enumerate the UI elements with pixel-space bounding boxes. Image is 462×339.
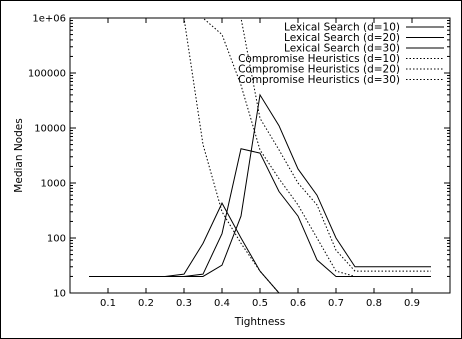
y-tick-label: 1000 <box>41 179 66 190</box>
y-tick-label: 100000 <box>28 69 66 80</box>
plot-axes: 0.1 0.2 0.3 0.4 0.5 0.6 0.7 0.8 0.9 10 100 1000 1000… <box>28 14 451 309</box>
x-tick-label: 0.3 <box>176 298 192 309</box>
y-tick-label: 10 <box>53 289 66 300</box>
legend-label: Lexical Search (d=10) <box>284 22 400 34</box>
y-tick-label: 100 <box>47 234 66 245</box>
legend-label: Compromise Heuristics (d=10) <box>238 53 400 65</box>
y-tick-label: 10000 <box>34 124 66 135</box>
legend: Lexical Search (d=10)Lexical Search (d=2… <box>238 22 444 86</box>
y-axis-label: Median Nodes <box>13 118 25 192</box>
x-tick-label: 0.2 <box>138 298 154 309</box>
legend-label: Lexical Search (d=20) <box>284 32 400 44</box>
x-tick-label: 0.9 <box>404 298 420 309</box>
x-tick-label: 0.5 <box>252 298 268 309</box>
x-tick-label: 0.1 <box>100 298 116 309</box>
series-line-2 <box>89 148 431 277</box>
series-line-3 <box>89 93 431 277</box>
legend-label: Compromise Heuristics (d=20) <box>238 64 400 76</box>
x-axis-label: Tightness <box>234 316 286 328</box>
series-line-4 <box>89 18 280 293</box>
series-line-1 <box>89 202 280 293</box>
plot-series <box>89 18 431 293</box>
x-tick-label: 0.4 <box>214 298 230 309</box>
x-tick-label: 0.8 <box>366 298 382 309</box>
legend-label: Compromise Heuristics (d=30) <box>238 74 400 86</box>
x-tick-label: 0.7 <box>328 298 344 309</box>
y-tick-label: 1e+06 <box>32 14 66 25</box>
legend-label: Lexical Search (d=30) <box>284 43 400 55</box>
x-tick-label: 0.6 <box>290 298 306 309</box>
